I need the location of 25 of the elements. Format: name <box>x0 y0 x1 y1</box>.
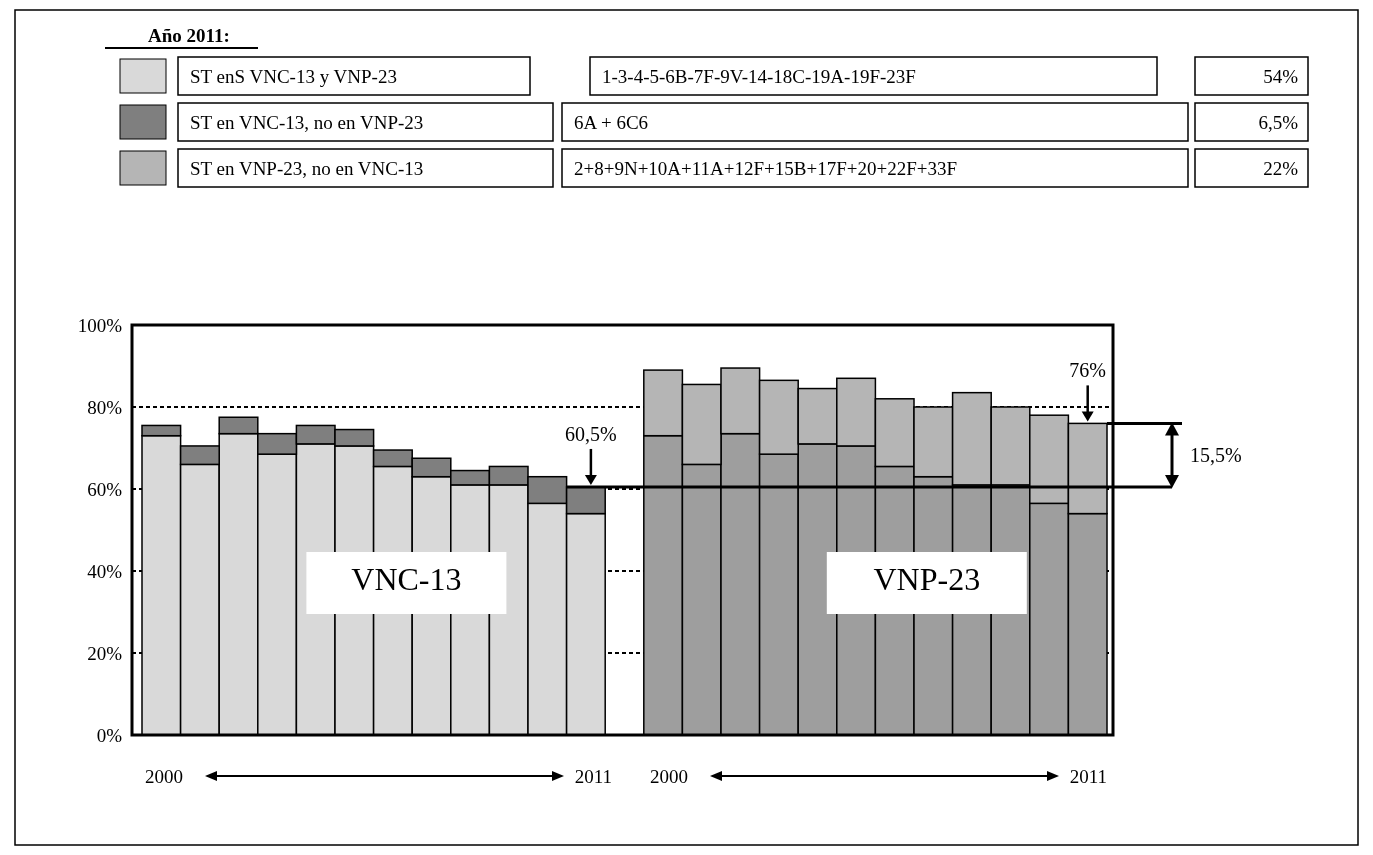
text: 2+8+9N+10A+11A+12F+15B+17F+20+22F+33F <box>574 158 958 179</box>
text: 6,5% <box>1258 112 1299 133</box>
text: 1-3-4-5-6B-7F-9V-14-18C-19A-19F-23F <box>602 66 916 87</box>
annotation: VNC-13 <box>351 561 462 597</box>
y-tick-label: 40% <box>87 560 123 582</box>
y-tick-label: 100% <box>77 314 123 336</box>
y-tick-label: 0% <box>96 724 123 746</box>
y-tick-label: 60% <box>87 478 123 500</box>
annotation: VNP-23 <box>873 561 981 597</box>
text: 6A + 6C6 <box>574 112 649 133</box>
y-tick-label: 80% <box>87 396 123 418</box>
legend-label: ST enS VNC-13 y VNP-23 <box>190 66 397 87</box>
text: 2011 <box>574 766 612 787</box>
legend-label: ST en VNP-23, no en VNC-13 <box>190 158 424 179</box>
y-tick-label: 20% <box>87 642 123 664</box>
text: 2000 <box>145 766 183 787</box>
legend-label: ST en VNC-13, no en VNP-23 <box>190 112 424 133</box>
text: 2011 <box>1069 766 1107 787</box>
chart-title: Año 2011: <box>148 25 230 46</box>
annotation: 76% <box>1069 359 1107 382</box>
text: 15,5% <box>1190 444 1242 467</box>
text: 2000 <box>650 766 688 787</box>
text: 22% <box>1263 158 1299 179</box>
ref-line-label: 60,5% <box>565 422 617 445</box>
text: 54% <box>1263 66 1299 87</box>
